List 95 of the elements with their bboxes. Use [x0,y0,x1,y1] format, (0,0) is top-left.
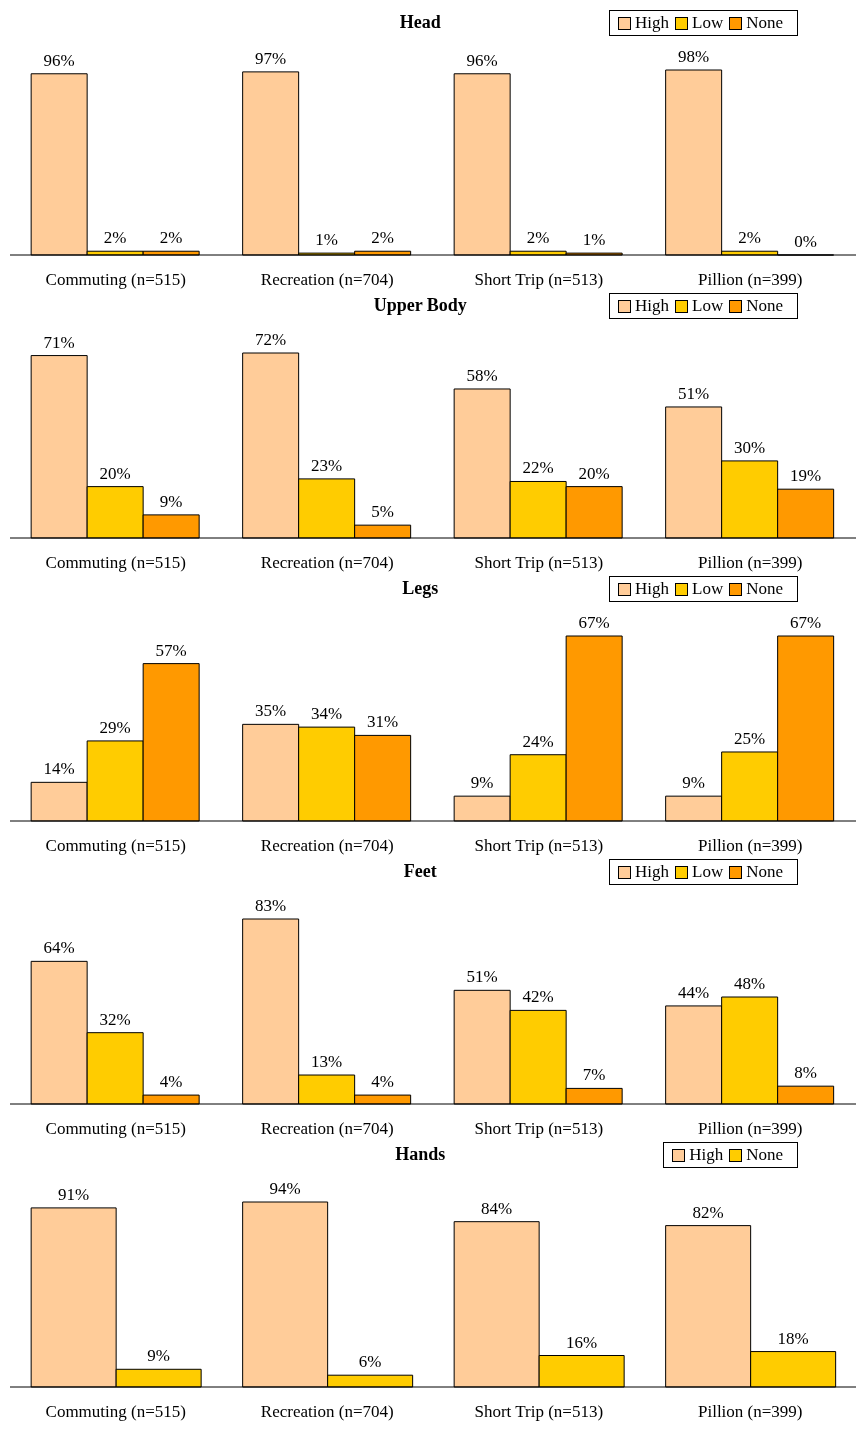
data-label: 94% [269,1179,301,1198]
data-label: 22% [522,458,554,478]
data-label: 13% [311,1052,343,1072]
data-label: 9% [682,773,705,793]
data-label: 9% [159,491,183,511]
legend-label: None [745,296,783,316]
x-tick-label: Recreation (n=704) [260,553,394,573]
data-label: 67% [790,613,822,632]
x-tick-label: Pillion (n=399) [697,553,803,573]
legend-label: High [634,862,669,882]
data-label: 57% [155,640,187,660]
data-label: 4% [159,1072,183,1092]
data-label: 1% [582,230,606,250]
x-tick-label: Short Trip (n=513) [474,270,604,290]
data-label: 9% [470,773,494,793]
chart-title: Legs [402,578,439,598]
x-tick-label: Recreation (n=704) [260,836,394,856]
x-tick-label: Short Trip (n=513) [474,553,604,573]
data-label: 7% [582,1065,606,1085]
legend-label: High [634,296,669,316]
x-tick-label: Recreation (n=704) [260,1119,394,1139]
data-label: 1% [315,230,338,250]
chart-title: Hands [395,1144,446,1164]
x-tick-label: Commuting (n=515) [45,1119,186,1139]
legend-label: Low [691,13,724,33]
x-tick-label: Short Trip (n=513) [474,836,604,856]
data-label: 97% [255,48,287,68]
data-label: 8% [794,1063,817,1083]
data-label: 98% [678,47,710,66]
data-label: 6% [358,1352,382,1372]
data-label: 2% [738,228,761,248]
data-label: 42% [522,987,554,1007]
data-label: 2% [103,228,127,248]
data-label: 2% [526,228,550,248]
data-label: 71% [43,332,75,352]
data-label: 18% [777,1328,809,1348]
legend-label: None [745,1145,783,1165]
data-label: 2% [371,228,394,248]
x-tick-label: Commuting (n=515) [45,270,186,290]
x-tick-label: Short Trip (n=513) [474,1402,604,1422]
data-label: 51% [466,967,498,987]
chart-title: Upper Body [373,295,467,315]
legend-label: None [745,13,783,33]
x-tick-label: Commuting (n=515) [45,1402,186,1422]
legend-label: Low [691,296,724,316]
data-label: 34% [311,704,343,724]
data-label: 32% [99,1009,131,1029]
legend-label: High [634,579,669,599]
data-label: 58% [466,365,498,385]
x-tick-label: Recreation (n=704) [260,1402,394,1422]
data-label: 23% [311,455,343,475]
legend-label: None [745,862,783,882]
data-label: 30% [734,437,766,457]
data-label: 51% [678,383,710,403]
x-tick-label: Commuting (n=515) [45,836,186,856]
data-label: 5% [371,502,394,522]
data-label: 20% [99,463,131,483]
data-label: 35% [255,701,287,721]
data-label: 96% [43,50,75,70]
x-tick-label: Recreation (n=704) [260,270,394,290]
legend-label: High [634,13,669,33]
x-tick-label: Pillion (n=399) [697,836,803,856]
x-tick-label: Commuting (n=515) [45,553,186,573]
data-label: 4% [371,1072,394,1092]
data-label: 25% [734,728,766,748]
legend-label: Low [691,862,724,882]
data-label: 2% [159,228,183,248]
x-tick-label: Pillion (n=399) [697,1402,803,1422]
data-label: 0% [794,231,817,251]
data-label: 16% [566,1332,598,1352]
chart-title: Head [399,12,441,32]
data-label: 9% [147,1346,170,1366]
legend-label: None [745,579,783,599]
data-label: 24% [522,731,554,751]
data-label: 64% [43,938,75,958]
x-tick-label: Short Trip (n=513) [474,1119,604,1139]
data-label: 14% [43,759,75,779]
x-tick-label: Pillion (n=399) [697,270,803,290]
data-label: 84% [481,1198,513,1218]
data-label: 31% [367,712,399,732]
data-label: 48% [734,974,766,994]
data-label: 67% [578,613,610,632]
legend-label: Low [691,579,724,599]
data-label: 91% [58,1184,90,1204]
data-label: 83% [255,896,287,915]
data-label: 72% [255,330,287,349]
data-label: 96% [466,50,498,70]
data-label: 44% [678,982,710,1002]
data-label: 29% [99,717,131,737]
data-label: 20% [578,463,610,483]
x-tick-label: Pillion (n=399) [697,1119,803,1139]
legend-label: High [688,1145,724,1165]
data-label: 82% [692,1202,724,1222]
data-label: 19% [790,466,822,486]
chart-title: Feet [403,861,437,881]
